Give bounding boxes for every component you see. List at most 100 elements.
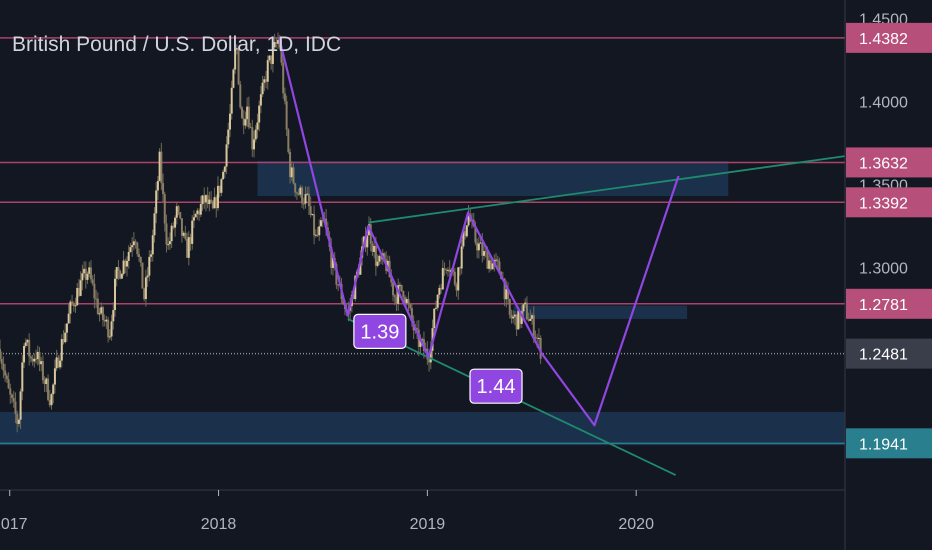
candle-body [331,257,334,268]
ratio-label: 1.44 [477,376,516,398]
candle-body [376,261,379,266]
candle-body [117,267,120,271]
zone-2 [513,305,688,319]
candle-body [5,375,8,380]
candle-body [144,277,147,300]
candle-body [258,105,261,123]
ratio-label: 1.39 [360,321,399,343]
candle-body [453,271,456,285]
candle-body [237,48,240,85]
candle-body [467,214,470,226]
candle-body [67,313,70,324]
candle-body [172,225,175,228]
ratio-label-box [353,313,407,349]
time-axis-ticks[interactable]: 2017 2018 2019 2020 [0,490,654,533]
candle-body [57,357,60,368]
candle-body [289,151,292,178]
candle-body [69,301,72,314]
candle-body [96,298,99,314]
candle-body [419,340,422,347]
candle-body [48,399,51,406]
pattern-layer: 1.39 1.44 [278,37,680,427]
candle-body [199,204,202,215]
candle-body [525,302,528,320]
candle-body [220,179,223,193]
candle-body [146,275,149,278]
candle-body [215,197,218,209]
candle-body [141,262,144,289]
candle-body [11,394,14,398]
price-label-box [846,22,932,53]
candle-body [407,299,410,305]
candle-body [120,273,123,279]
time-axis-background [0,490,932,550]
candle-body [45,378,48,385]
candle-body [254,129,257,140]
candle-body [187,237,190,258]
candle-body [486,252,489,269]
candle-body [91,279,94,284]
candle-body [531,315,534,319]
candle-body [527,319,530,321]
time-tick-label: 2019 [410,516,446,533]
candle-body [100,307,103,314]
candle-body [397,285,400,304]
candle-body [211,201,214,209]
candle-body [206,195,209,205]
candle-body [448,269,451,273]
candle-body [204,195,207,203]
candle-body [263,79,266,83]
candle-body [316,234,319,236]
candle-body [256,122,259,130]
candle-body [524,302,527,305]
time-tick-label: 2017 [0,516,28,533]
candle-body [103,320,106,322]
candle-body [311,214,314,216]
candle-body [180,218,183,236]
candle-body [476,242,479,251]
candle-body [496,259,499,262]
candle-body [131,245,134,248]
candle-body [517,310,520,330]
trendline-1 [368,155,846,224]
candle-body [522,304,525,312]
candle-body [400,284,403,292]
candle-body [306,193,309,195]
candle-body [318,226,321,236]
candle-body [186,238,189,258]
candle-body [285,101,288,130]
candle-body [35,358,38,360]
zones-layer [0,161,845,446]
price-label-1.3392: 1.3392 [859,195,908,212]
candle-body [84,268,87,280]
candle-body [24,342,27,346]
candle-body [357,271,360,275]
candle-body [50,394,53,406]
candle-body [242,118,245,126]
candle-body [395,296,398,304]
candle-body [175,206,178,218]
candle-body [198,210,201,215]
candle-body [433,308,436,329]
candle-body [251,127,254,150]
candle-body [532,315,535,337]
candle-body [0,348,1,359]
candle-body [155,190,158,214]
candle-body [93,283,96,299]
candle-body [196,210,199,214]
candle-body [460,246,463,269]
candle-body [222,171,225,180]
candle-body [393,295,396,297]
chart-title: British Pound / U.S. Dollar, 1D, IDC [12,33,341,56]
candle-body [64,332,67,343]
candle-body [477,243,480,251]
candle-body [373,245,376,252]
price-label-1.4382: 1.4382 [859,31,908,48]
price-label-box [846,288,932,319]
candle-body [177,206,180,213]
candle-body [216,185,219,209]
candle-body [366,235,369,248]
candle-body [165,223,168,245]
zone-1 [257,161,729,196]
candle-body [505,289,508,300]
